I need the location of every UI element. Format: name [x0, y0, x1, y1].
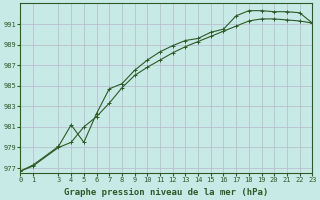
X-axis label: Graphe pression niveau de la mer (hPa): Graphe pression niveau de la mer (hPa) [64, 188, 268, 197]
